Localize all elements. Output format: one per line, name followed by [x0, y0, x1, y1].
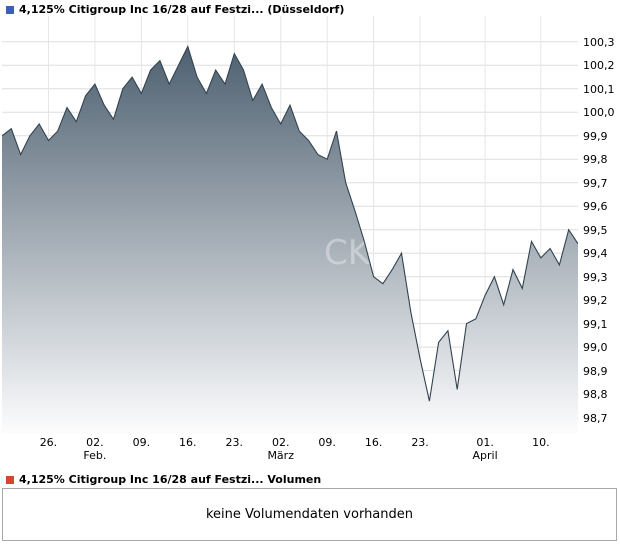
y-tick-label: 99,3 — [583, 270, 608, 284]
volume-series-header: 4,125% Citigroup Inc 16/28 auf Festzi...… — [6, 473, 321, 486]
y-tick-label: 99,7 — [583, 176, 608, 190]
y-axis: 100,3 100,2 100,1 100,0 99,9 99,8 99,7 99,6 99,5… — [583, 16, 619, 434]
price-chart-canvas: CK — [2, 16, 578, 434]
price-area — [2, 46, 578, 434]
y-tick-label: 99,6 — [583, 200, 608, 214]
x-tick-label: 16. — [364, 436, 383, 449]
y-tick-label: 99,2 — [583, 294, 608, 308]
chart-title: 4,125% Citigroup Inc 16/28 auf Festzi...… — [19, 3, 345, 16]
price-line — [2, 45, 578, 402]
y-tick-label: 99,8 — [583, 153, 608, 167]
y-tick-label: 98,9 — [583, 364, 608, 378]
x-tick-label: 10. — [532, 436, 550, 449]
price-series-marker — [6, 5, 14, 14]
price-series-header: 4,125% Citigroup Inc 16/28 auf Festzi...… — [6, 3, 344, 16]
y-tick-label: 100,1 — [583, 82, 615, 96]
x-axis: 26. 02. Feb. 09. 16. 23. 02. März 09. 16. 23. 01. Ap… — [2, 436, 578, 464]
y-tick-label: 99,0 — [583, 341, 608, 355]
no-volume-message: keine Volumendaten vorhanden — [205, 507, 414, 522]
x-tick-label: 26. — [39, 436, 58, 449]
x-tick-label: 01. — [476, 436, 494, 449]
y-tick-label: 100,0 — [583, 106, 615, 120]
x-tick-label: 23. — [225, 436, 244, 449]
x-month-label: März — [267, 449, 294, 462]
no-volume-box: keine Volumendaten vorhanden — [2, 488, 617, 541]
y-tick-label: 99,1 — [583, 317, 608, 331]
y-tick-label: 98,8 — [583, 388, 608, 402]
x-tick-label: 09. — [132, 436, 151, 449]
volume-title: 4,125% Citigroup Inc 16/28 auf Festzi...… — [19, 473, 322, 486]
x-month-label: April — [472, 449, 498, 462]
x-tick-label: 02. — [271, 436, 290, 449]
price-chart: CK — [2, 16, 578, 434]
y-tick-label: 99,5 — [583, 223, 608, 237]
y-tick-label: 99,4 — [583, 247, 608, 261]
y-tick-label: 100,3 — [583, 35, 615, 49]
x-tick-label: 23. — [411, 436, 429, 449]
x-month-label: Feb. — [83, 449, 107, 462]
x-tick-label: 09. — [318, 436, 336, 449]
y-tick-label: 100,2 — [583, 59, 615, 73]
volume-series-marker — [6, 475, 14, 484]
x-tick-label: 16. — [179, 436, 197, 449]
x-tick-label: 02. — [86, 436, 104, 449]
y-tick-label: 98,7 — [583, 411, 608, 425]
watermark: CK — [324, 233, 372, 273]
y-tick-label: 99,9 — [583, 129, 608, 143]
